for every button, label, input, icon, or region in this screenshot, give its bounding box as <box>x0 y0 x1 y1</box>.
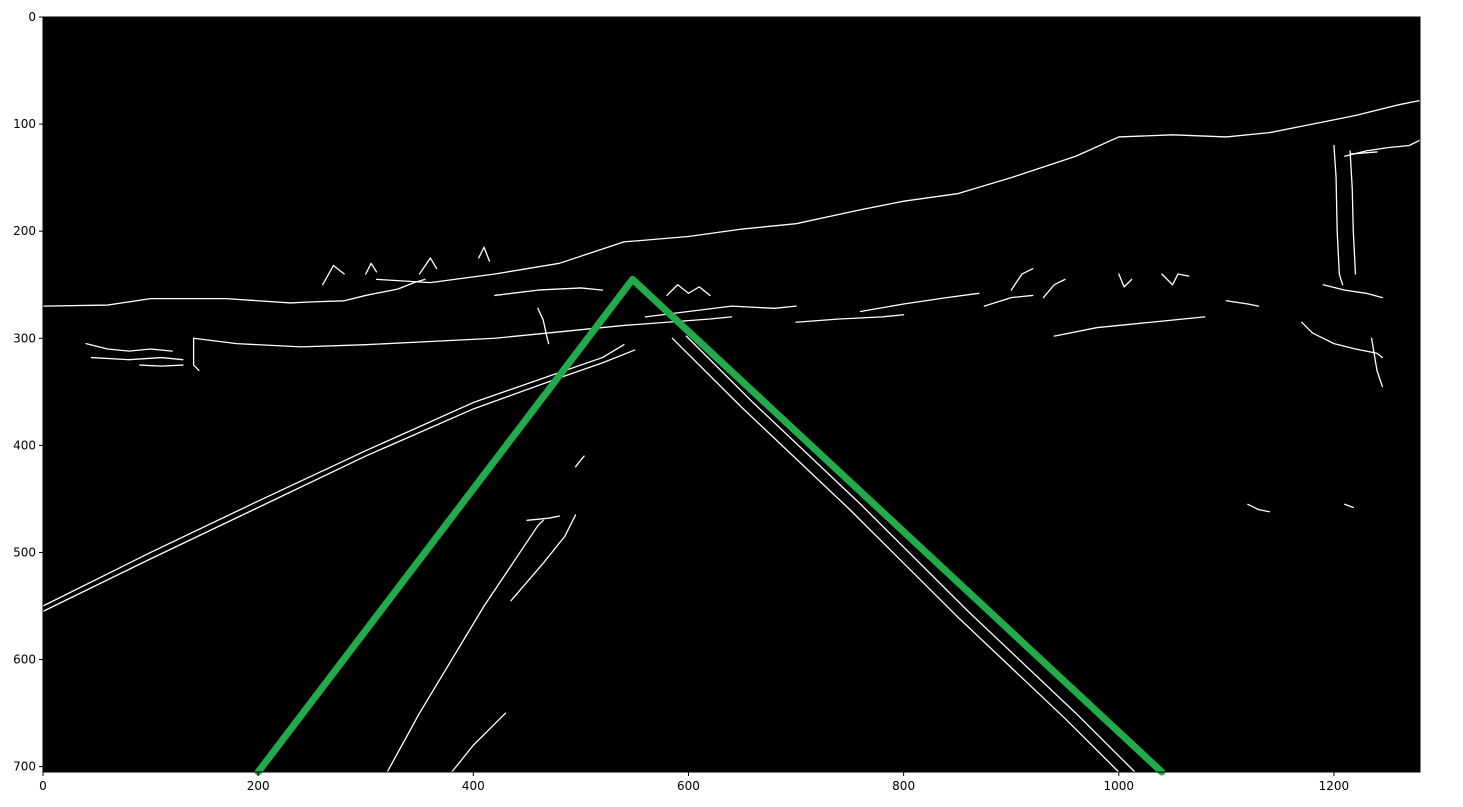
edge-line-20 <box>537 307 550 345</box>
edge-line-6 <box>510 514 577 602</box>
x-tick-label: 600 <box>677 779 700 793</box>
edge-line-27 <box>1322 284 1383 299</box>
edge-line-19 <box>494 287 604 297</box>
y-tick-label: 700 <box>13 760 36 774</box>
edge-line-41 <box>1161 273 1190 286</box>
y-tick-label: 300 <box>13 331 36 345</box>
edge-line-29 <box>1370 337 1383 388</box>
edge-line-34 <box>1042 278 1066 299</box>
edge-line-35 <box>322 264 345 286</box>
y-tick-label: 0 <box>28 10 36 24</box>
y-axis: 0 100 200 300 400 500 600 700 <box>13 10 43 774</box>
edge-line-0 <box>42 278 426 307</box>
y-tick-label: 500 <box>13 545 36 559</box>
y-tick-label: 400 <box>13 438 36 452</box>
edge-line-4 <box>685 335 1136 773</box>
edge-line-38 <box>478 246 491 262</box>
x-tick-label: 1000 <box>1104 779 1135 793</box>
edge-line-15 <box>192 337 200 372</box>
edge-line-12 <box>1349 150 1357 275</box>
x-tick-label: 1200 <box>1319 779 1350 793</box>
image-background <box>43 17 1420 772</box>
edge-line-40 <box>1118 273 1133 288</box>
edge-line-25 <box>1053 316 1206 337</box>
plot-frame <box>42 16 1421 773</box>
x-tick-label: 800 <box>892 779 915 793</box>
y-tick-label: 200 <box>13 224 36 238</box>
edge-line-10 <box>1344 139 1421 157</box>
edge-line-24 <box>983 294 1034 307</box>
edge-line-39 <box>666 284 711 297</box>
edge-line-17 <box>90 356 184 361</box>
edge-line-36 <box>365 262 378 275</box>
canny-edge-lines <box>42 99 1421 773</box>
x-axis: 0 200 400 600 800 1000 1200 <box>39 772 1349 793</box>
edge-line-33 <box>1010 268 1034 291</box>
edge-line-2 <box>42 349 636 613</box>
edge-line-18 <box>139 364 184 367</box>
x-tick-label: 400 <box>462 779 485 793</box>
image-plot-area <box>42 16 1421 776</box>
edge-line-1 <box>42 344 625 607</box>
edge-line-11 <box>1333 144 1344 286</box>
edge-line-13 <box>1349 151 1378 155</box>
edge-line-3 <box>671 337 1120 773</box>
edge-line-37 <box>418 257 438 275</box>
edge-line-26 <box>1225 300 1260 307</box>
edge-line-5 <box>386 519 544 773</box>
edge-line-8 <box>574 455 585 468</box>
edge-line-31 <box>1344 503 1354 509</box>
edge-line-9 <box>375 99 1421 284</box>
y-tick-label: 600 <box>13 653 36 667</box>
x-tick-label: 0 <box>39 779 47 793</box>
edge-line-32 <box>526 515 561 521</box>
edge-line-7 <box>451 712 507 773</box>
edge-line-28 <box>1301 321 1383 359</box>
edge-line-16 <box>85 342 173 352</box>
edge-line-22 <box>795 314 905 323</box>
roi-triangle-outline <box>254 275 1166 776</box>
edge-line-21 <box>644 305 797 318</box>
x-tick-label: 200 <box>247 779 270 793</box>
edge-line-23 <box>859 292 980 313</box>
y-tick-label: 100 <box>13 117 36 131</box>
edge-line-30 <box>1247 503 1271 513</box>
